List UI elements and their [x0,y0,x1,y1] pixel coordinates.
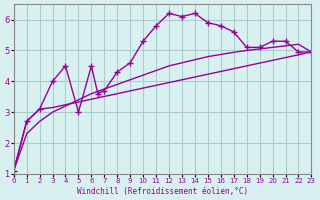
X-axis label: Windchill (Refroidissement éolien,°C): Windchill (Refroidissement éolien,°C) [77,187,248,196]
